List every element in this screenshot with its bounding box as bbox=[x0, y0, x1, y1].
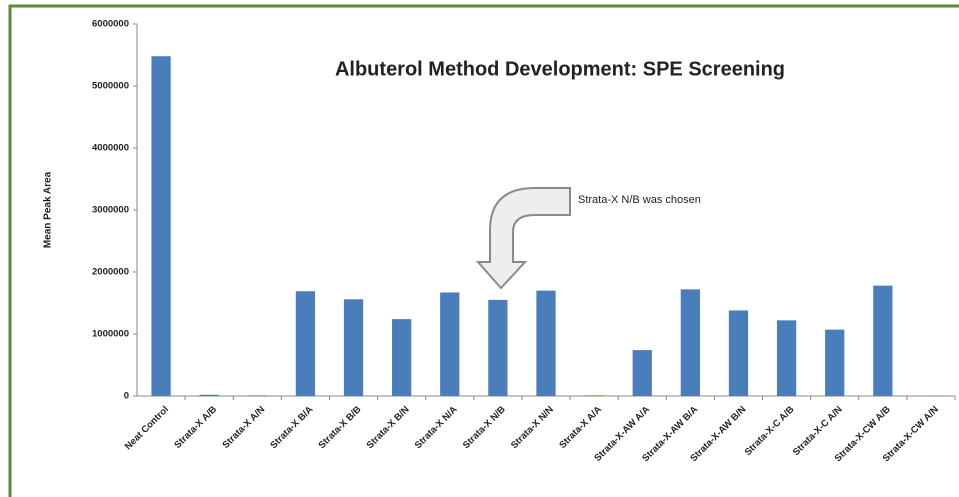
bar bbox=[680, 289, 700, 396]
bar bbox=[295, 291, 316, 396]
bar bbox=[584, 395, 604, 396]
y-tick-label: 5000000 bbox=[92, 81, 129, 92]
chart-title: Albuterol Method Development: SPE Screen… bbox=[335, 58, 785, 80]
bar bbox=[247, 395, 267, 396]
y-tick-label: 4000000 bbox=[92, 143, 129, 154]
y-tick-label: 1000000 bbox=[92, 329, 129, 340]
bar bbox=[440, 292, 460, 396]
y-axis-label: Mean Peak Area bbox=[43, 171, 54, 248]
bar bbox=[873, 285, 893, 396]
y-tick-label: 0 bbox=[124, 391, 129, 402]
y-tick-label: 2000000 bbox=[92, 267, 129, 278]
annotation-arrow bbox=[475, 187, 571, 290]
annotation: Strata-X N/B was chosen bbox=[578, 194, 701, 206]
bar bbox=[825, 329, 845, 396]
y-tick-label: 6000000 bbox=[92, 19, 129, 30]
bar bbox=[392, 319, 412, 396]
bar bbox=[728, 310, 749, 396]
y-tick-label: 3000000 bbox=[92, 205, 129, 216]
bar bbox=[632, 350, 652, 396]
frame bbox=[8, 4, 959, 497]
bar bbox=[343, 299, 364, 396]
bar bbox=[151, 56, 171, 397]
bar bbox=[199, 394, 219, 396]
bar bbox=[776, 320, 797, 396]
bar bbox=[536, 290, 556, 396]
bar bbox=[488, 299, 508, 396]
